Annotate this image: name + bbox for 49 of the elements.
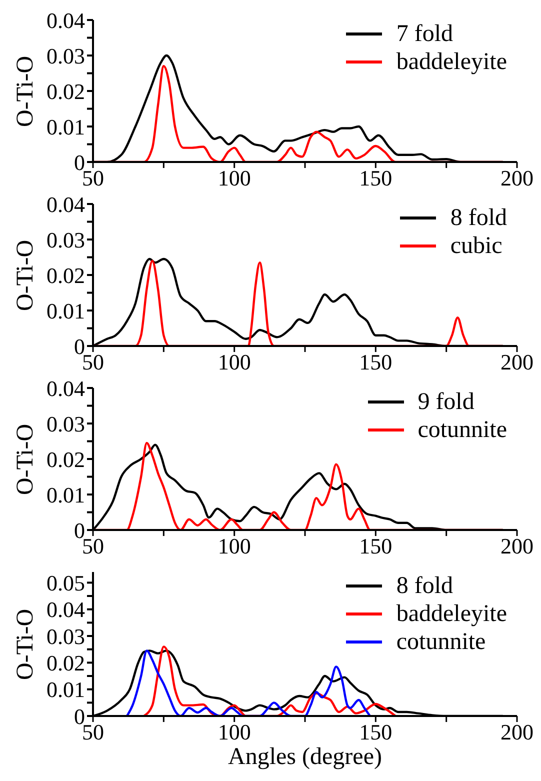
legend-label: 8 fold: [450, 204, 507, 232]
x-tick-label: 150: [359, 720, 392, 745]
y-tick-label: 0.05: [46, 570, 85, 596]
y-tick-label: 0.01: [46, 482, 85, 508]
x-tick-label: 200: [500, 350, 534, 375]
y-tick-label: 0.04: [46, 192, 85, 217]
legend-label: cubic: [450, 232, 502, 260]
y-axis-title: O-Ti-O: [12, 424, 39, 495]
y-tick-label: 0.04: [46, 376, 85, 401]
y-axis-title: O-Ti-O: [12, 608, 39, 680]
x-tick-label: 200: [500, 720, 534, 745]
line-series: [142, 646, 397, 716]
legend-label: baddeleyite: [396, 48, 507, 76]
x-tick-label: 150: [359, 166, 392, 191]
y-tick-label: 0.04: [46, 8, 85, 33]
y-axis-title: O-Ti-O: [12, 240, 39, 311]
y-tick-label: 0: [74, 518, 85, 543]
y-tick-label: 0.01: [46, 114, 85, 140]
x-tick-label: 100: [218, 720, 251, 745]
y-tick-label: 0: [74, 704, 85, 729]
x-tick-label: 100: [218, 350, 251, 375]
y-tick-label: 0.01: [46, 298, 85, 324]
y-tick-label: 0: [74, 334, 85, 359]
y-tick-label: 0.02: [46, 446, 85, 472]
y-tick-label: 0: [74, 150, 85, 175]
legend-label: baddeleyite: [396, 600, 507, 628]
y-axis-title: O-Ti-O: [12, 56, 39, 127]
legend-label: 8 fold: [396, 572, 454, 600]
x-tick-label: 200: [500, 166, 534, 191]
y-tick-label: 0.02: [46, 262, 85, 288]
x-tick-label: 100: [218, 534, 251, 559]
y-tick-label: 0.02: [46, 78, 85, 104]
legend-label: 7 fold: [396, 20, 454, 48]
y-tick-label: 0.01: [46, 677, 85, 702]
y-tick-label: 0.03: [46, 411, 85, 436]
y-tick-label: 0.03: [46, 624, 85, 649]
y-tick-label: 0.03: [46, 227, 85, 252]
y-tick-label: 0.03: [46, 43, 85, 68]
x-tick-label: 200: [500, 534, 534, 559]
y-tick-label: 0.02: [46, 650, 85, 676]
x-tick-label: 150: [359, 350, 392, 375]
legend-label: cotunnite: [396, 628, 486, 656]
legend-label: cotunnite: [418, 416, 507, 444]
y-tick-label: 0.04: [46, 597, 85, 622]
x-axis-title: Angles (degree): [228, 744, 382, 770]
line-series: [126, 650, 372, 716]
legend-label: 9 fold: [418, 388, 474, 416]
x-tick-label: 100: [218, 166, 251, 191]
x-tick-label: 150: [359, 534, 392, 559]
